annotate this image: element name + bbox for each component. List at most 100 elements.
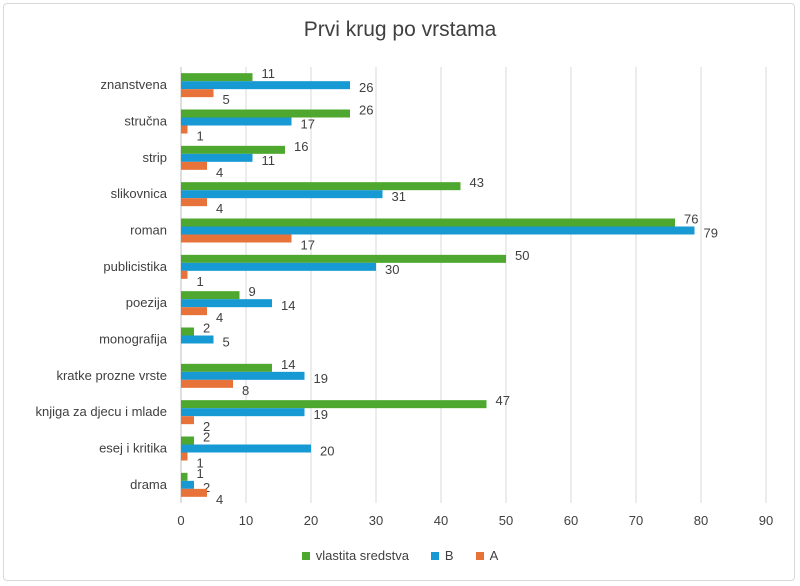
data-label: 47 bbox=[496, 393, 510, 408]
data-label: 26 bbox=[359, 80, 373, 95]
data-label: 50 bbox=[515, 248, 529, 263]
category-label: poezija bbox=[126, 295, 168, 310]
chart-legend: vlastita sredstva B A bbox=[0, 548, 800, 563]
data-label: 76 bbox=[684, 212, 698, 227]
bar bbox=[181, 125, 188, 134]
x-tick-label: 10 bbox=[239, 513, 253, 528]
x-tick-label: 0 bbox=[177, 513, 184, 528]
bar bbox=[181, 198, 207, 207]
x-tick-label: 40 bbox=[434, 513, 448, 528]
x-tick-label: 60 bbox=[564, 513, 578, 528]
bar bbox=[181, 190, 383, 199]
bar bbox=[181, 182, 461, 191]
bar bbox=[181, 299, 272, 308]
data-label: 1 bbox=[197, 274, 204, 289]
legend-swatch-orange bbox=[475, 551, 484, 560]
bar bbox=[181, 81, 350, 90]
data-label: 14 bbox=[281, 357, 295, 372]
data-label: 4 bbox=[216, 492, 223, 507]
legend-item-vlastita-sredstva: vlastita sredstva bbox=[301, 548, 409, 563]
x-tick-label: 80 bbox=[694, 513, 708, 528]
legend-swatch-green bbox=[301, 551, 310, 560]
x-tick-label: 30 bbox=[369, 513, 383, 528]
data-label: 20 bbox=[320, 444, 334, 459]
chart-title: Prvi krug po vrstama bbox=[303, 18, 497, 41]
bar bbox=[181, 270, 188, 279]
bar bbox=[181, 218, 675, 227]
legend-item-a: A bbox=[475, 548, 499, 563]
category-label: roman bbox=[130, 223, 167, 238]
bar bbox=[181, 109, 350, 118]
bar bbox=[181, 153, 253, 162]
data-label: 43 bbox=[470, 175, 484, 190]
legend-label: vlastita sredstva bbox=[315, 548, 409, 563]
bar bbox=[181, 145, 285, 154]
bar bbox=[181, 488, 207, 497]
data-label: 2 bbox=[203, 419, 210, 434]
category-label: strip bbox=[142, 150, 167, 165]
category-label: kratke prozne vrste bbox=[56, 368, 167, 383]
legend-swatch-blue bbox=[430, 551, 439, 560]
data-label: 2 bbox=[203, 321, 210, 336]
legend-item-b: B bbox=[430, 548, 454, 563]
bar bbox=[181, 73, 253, 82]
bar bbox=[181, 444, 311, 453]
data-label: 30 bbox=[385, 262, 399, 277]
bar bbox=[181, 379, 233, 388]
data-label: 1 bbox=[197, 456, 204, 471]
category-label: knjiga za djecu i mlade bbox=[35, 404, 167, 419]
data-label: 1 bbox=[197, 466, 204, 481]
x-tick-label: 50 bbox=[499, 513, 513, 528]
x-tick-label: 70 bbox=[629, 513, 643, 528]
bar bbox=[181, 327, 194, 336]
category-label: drama bbox=[130, 477, 168, 492]
bar bbox=[181, 416, 194, 425]
data-label: 11 bbox=[262, 153, 276, 168]
bar bbox=[181, 254, 506, 263]
bar bbox=[181, 335, 214, 344]
data-label: 16 bbox=[294, 139, 308, 154]
bar bbox=[181, 226, 695, 235]
bar bbox=[181, 363, 272, 372]
data-label: 11 bbox=[262, 66, 276, 81]
data-label: 5 bbox=[223, 92, 230, 107]
x-tick-label: 20 bbox=[304, 513, 318, 528]
bar bbox=[181, 472, 188, 481]
legend-label: A bbox=[489, 548, 499, 563]
data-label: 19 bbox=[314, 407, 328, 422]
category-label: publicistika bbox=[103, 259, 167, 274]
data-label: 19 bbox=[314, 371, 328, 386]
data-label: 2 bbox=[203, 480, 210, 495]
data-label: 9 bbox=[249, 284, 256, 299]
category-label: monografija bbox=[99, 332, 168, 347]
data-label: 17 bbox=[301, 117, 315, 132]
bar bbox=[181, 400, 487, 409]
x-tick-label: 90 bbox=[759, 513, 773, 528]
data-label: 1 bbox=[197, 129, 204, 144]
category-label: slikovnica bbox=[111, 186, 168, 201]
data-label: 4 bbox=[216, 165, 223, 180]
bar bbox=[181, 262, 376, 271]
category-label: znanstvena bbox=[101, 77, 168, 92]
data-label: 79 bbox=[704, 226, 718, 241]
bar bbox=[181, 371, 305, 380]
bar bbox=[181, 452, 188, 461]
bar bbox=[181, 436, 194, 445]
data-label: 8 bbox=[242, 383, 249, 398]
bar bbox=[181, 408, 305, 417]
data-label: 14 bbox=[281, 298, 295, 313]
data-label: 31 bbox=[392, 189, 406, 204]
bar bbox=[181, 480, 194, 489]
category-label: esej i kritika bbox=[99, 441, 168, 456]
data-label: 26 bbox=[359, 103, 373, 118]
bar bbox=[181, 291, 240, 300]
data-label: 17 bbox=[301, 238, 315, 253]
data-label: 2 bbox=[203, 430, 210, 445]
data-label: 4 bbox=[216, 201, 223, 216]
chart-frame bbox=[3, 3, 795, 581]
bar bbox=[181, 307, 207, 316]
bar bbox=[181, 161, 207, 170]
category-label: stručna bbox=[124, 114, 167, 129]
bar bbox=[181, 117, 292, 126]
